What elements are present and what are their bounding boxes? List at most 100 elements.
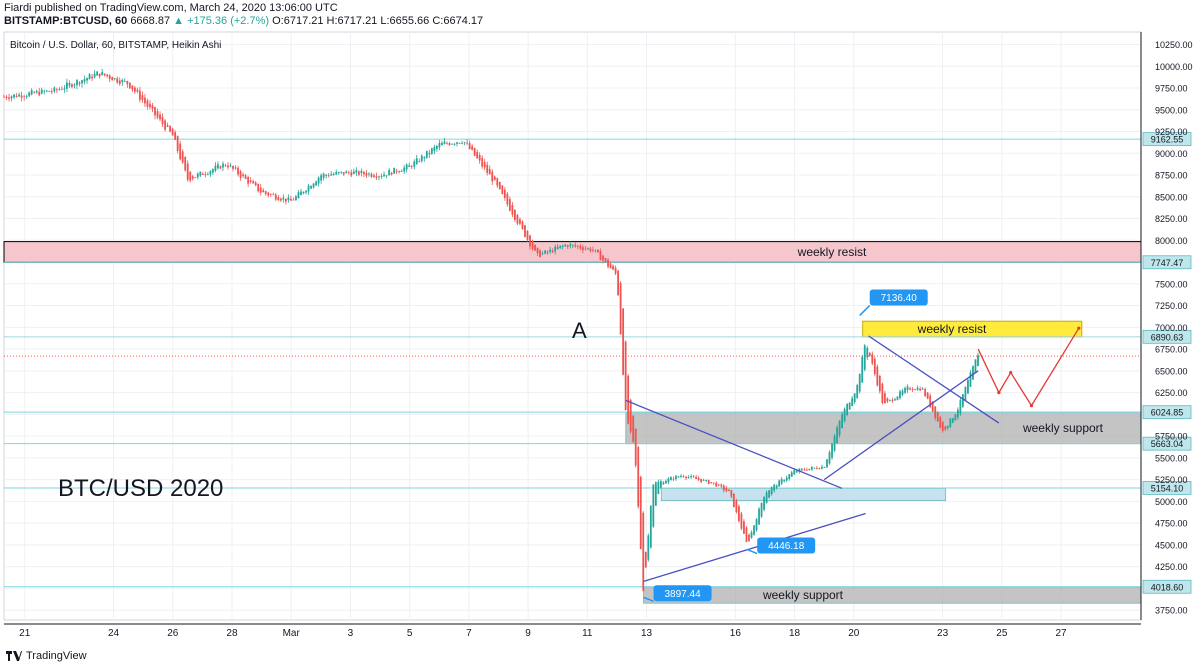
candle-body: [894, 399, 896, 401]
price-level-tag: [1142, 329, 1192, 344]
candle-body: [375, 176, 378, 178]
candle-body: [846, 404, 849, 415]
candle-body: [310, 186, 312, 189]
footer-brand[interactable]: TradingView: [6, 650, 87, 662]
candle-body: [189, 171, 192, 181]
candle-body: [614, 267, 617, 274]
candle-body: [63, 88, 66, 90]
candle-body: [478, 155, 481, 161]
candle-body: [481, 157, 484, 167]
candle-body: [667, 478, 670, 483]
candle-body: [433, 146, 436, 152]
candle-body: [342, 172, 345, 175]
candle-body: [410, 166, 413, 168]
candle-body: [219, 166, 222, 169]
y-tick-label: 7250.00: [1155, 301, 1188, 311]
candle-body: [944, 426, 947, 430]
candle-body: [594, 249, 597, 251]
symbol-label[interactable]: BITSTAMP:BTCUSD, 60: [4, 15, 128, 27]
candle-body: [690, 476, 692, 478]
x-tick-label: 3: [348, 628, 354, 639]
x-tick-label: 27: [1055, 628, 1067, 639]
candle-body: [584, 248, 587, 250]
candle-body: [68, 83, 71, 86]
candle-body: [3, 96, 5, 98]
candle-body: [282, 197, 285, 200]
time-axis[interactable]: 21 24 26 28 Mar 3 5 7 9 11 13 16 18 20 23 25 27: [4, 623, 1141, 639]
candle-body: [73, 84, 76, 86]
candle-body: [556, 247, 559, 250]
candle-body: [695, 476, 698, 479]
candle-body: [370, 173, 373, 177]
zone-label: weekly resist: [917, 322, 987, 336]
candle-body: [939, 416, 942, 428]
candle-body: [768, 490, 771, 498]
x-tick-label: 7: [466, 628, 472, 639]
candle-body: [360, 170, 363, 174]
candle-body: [649, 505, 652, 548]
candle-body: [476, 151, 479, 159]
price-axis[interactable]: 3750.00 4250.00 4500.00 4750.00 5000.00 5250.…: [1140, 32, 1193, 620]
price-level-tag: [1142, 255, 1192, 270]
candle-body: [665, 480, 667, 484]
x-tick-label: 16: [730, 628, 742, 639]
candle-body: [881, 383, 884, 403]
candle-body: [765, 492, 768, 504]
price-level-tag: [1142, 436, 1192, 451]
candle-body: [748, 534, 750, 541]
published-line: Fiardi published on TradingView.com, Mar…: [4, 2, 338, 14]
candle-body: [790, 472, 793, 477]
candle-body: [40, 89, 43, 94]
candle-body: [763, 496, 765, 510]
candle-body: [589, 248, 592, 252]
candle-body: [798, 468, 801, 472]
candle-body: [720, 484, 723, 487]
candle-body: [18, 94, 21, 97]
candle-body: [400, 171, 403, 172]
candle-body: [300, 191, 302, 196]
candle-body: [878, 376, 881, 392]
candle-body: [954, 414, 957, 421]
trendline: [868, 335, 1000, 424]
footer-brand-label: TradingView: [26, 650, 87, 662]
price-level-tag: [1142, 579, 1192, 594]
candle-body: [863, 345, 866, 370]
candle-body: [156, 111, 159, 118]
price-level-tag-label: 6890.63: [1151, 332, 1184, 342]
candle-body: [604, 258, 607, 262]
candle-body: [934, 406, 937, 419]
candle-body: [929, 395, 932, 408]
price-level-tag: [1142, 405, 1192, 420]
candle-body: [959, 399, 962, 414]
candle-body: [184, 156, 187, 171]
candle-body: [25, 96, 28, 97]
candle-body: [717, 484, 720, 486]
candle-body: [35, 90, 38, 93]
candle-body: [924, 389, 927, 397]
candle-body: [269, 194, 272, 195]
candle-body: [468, 143, 471, 150]
candle-body: [81, 80, 83, 84]
candle-body: [262, 190, 265, 193]
candle-body: [909, 388, 911, 390]
candle-body: [778, 480, 781, 487]
tradingview-logo-icon: [6, 651, 22, 661]
x-tick-label: 28: [226, 628, 238, 639]
candle-body: [738, 506, 740, 522]
candle-body: [828, 452, 831, 464]
candle-body: [347, 172, 350, 174]
candle-body: [330, 174, 333, 176]
candle-body: [88, 74, 91, 80]
candle-body: [272, 194, 275, 196]
candle-body: [390, 172, 393, 175]
candle-body: [488, 168, 491, 175]
y-tick-label: 9000.00: [1155, 149, 1188, 159]
candle-body: [131, 85, 134, 90]
candle-body: [111, 77, 114, 81]
candle-body: [619, 282, 622, 335]
candle-body: [456, 142, 458, 144]
price-callout: [757, 537, 816, 554]
candle-body: [622, 308, 625, 375]
candle-body: [544, 250, 547, 254]
